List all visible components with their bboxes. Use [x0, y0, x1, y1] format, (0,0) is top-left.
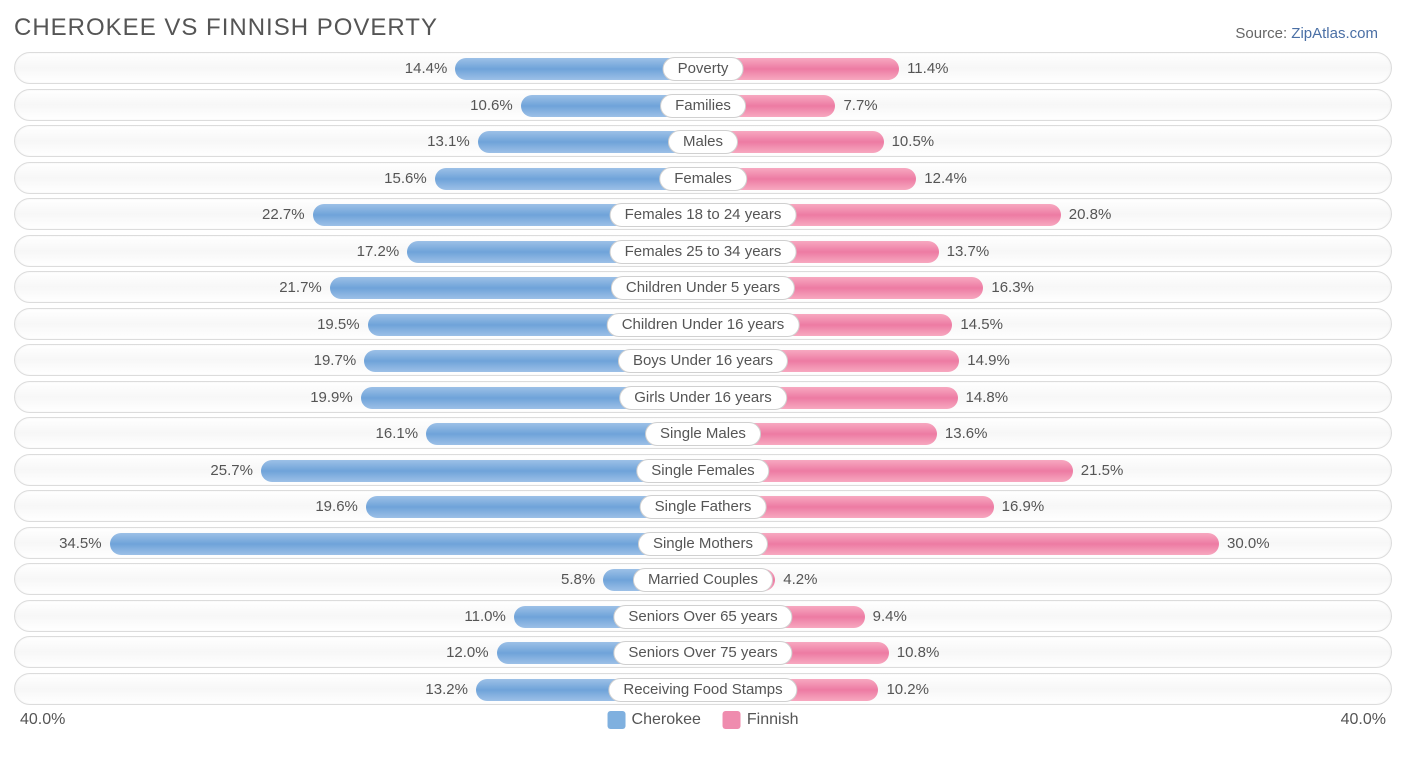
- bar-row: 12.0% 10.8% Seniors Over 75 years: [14, 636, 1392, 668]
- category-label: Married Couples: [633, 568, 773, 592]
- value-right: 7.7%: [843, 90, 877, 122]
- bar-row: 13.2% 10.2% Receiving Food Stamps: [14, 673, 1392, 705]
- bar-row: 11.0% 9.4% Seniors Over 65 years: [14, 600, 1392, 632]
- value-right: 14.8%: [966, 382, 1009, 414]
- source-attribution: Source: ZipAtlas.com: [1235, 25, 1378, 42]
- axis-left-max: 40.0%: [20, 711, 65, 729]
- bar-row: 14.4% 11.4% Poverty: [14, 52, 1392, 84]
- bar-row: 25.7% 21.5% Single Females: [14, 454, 1392, 486]
- value-right: 10.8%: [897, 637, 940, 669]
- bar-row: 19.6% 16.9% Single Fathers: [14, 490, 1392, 522]
- bar-left: [110, 533, 703, 555]
- category-label: Females 25 to 34 years: [610, 240, 797, 264]
- category-label: Single Fathers: [640, 495, 767, 519]
- bar-right: [703, 533, 1219, 555]
- value-right: 9.4%: [873, 601, 907, 633]
- bar-row: 17.2% 13.7% Females 25 to 34 years: [14, 235, 1392, 267]
- bar-row: 34.5% 30.0% Single Mothers: [14, 527, 1392, 559]
- value-left: 14.4%: [405, 53, 448, 85]
- bar-row: 22.7% 20.8% Females 18 to 24 years: [14, 198, 1392, 230]
- legend: Cherokee Finnish: [608, 711, 799, 729]
- value-right: 14.9%: [967, 345, 1010, 377]
- value-right: 14.5%: [960, 309, 1003, 341]
- value-left: 12.0%: [446, 637, 489, 669]
- category-label: Children Under 16 years: [607, 313, 800, 337]
- bar-row: 19.5% 14.5% Children Under 16 years: [14, 308, 1392, 340]
- value-left: 13.1%: [427, 126, 470, 158]
- category-label: Single Males: [645, 422, 761, 446]
- value-right: 13.7%: [947, 236, 990, 268]
- bar-row: 16.1% 13.6% Single Males: [14, 417, 1392, 449]
- bar-row: 5.8% 4.2% Married Couples: [14, 563, 1392, 595]
- value-right: 10.5%: [892, 126, 935, 158]
- category-label: Children Under 5 years: [611, 276, 795, 300]
- category-label: Girls Under 16 years: [619, 386, 787, 410]
- value-right: 30.0%: [1227, 528, 1270, 560]
- value-left: 21.7%: [279, 272, 322, 304]
- value-right: 13.6%: [945, 418, 988, 450]
- chart-title: CHEROKEE VS FINNISH POVERTY: [14, 14, 438, 42]
- legend-swatch-right: [723, 711, 741, 729]
- category-label: Poverty: [663, 57, 744, 81]
- bar-row: 19.9% 14.8% Girls Under 16 years: [14, 381, 1392, 413]
- axis-right-max: 40.0%: [1341, 711, 1386, 729]
- legend-item-right: Finnish: [723, 711, 799, 729]
- bar-row: 19.7% 14.9% Boys Under 16 years: [14, 344, 1392, 376]
- value-left: 19.9%: [310, 382, 353, 414]
- legend-item-left: Cherokee: [608, 711, 701, 729]
- legend-swatch-left: [608, 711, 626, 729]
- value-left: 19.7%: [314, 345, 357, 377]
- value-right: 10.2%: [886, 674, 929, 706]
- value-left: 22.7%: [262, 199, 305, 231]
- value-right: 11.4%: [907, 53, 948, 85]
- source-link[interactable]: ZipAtlas.com: [1291, 25, 1378, 42]
- chart-footer: 40.0% Cherokee Finnish 40.0%: [0, 709, 1406, 729]
- bar-row: 15.6% 12.4% Females: [14, 162, 1392, 194]
- value-right: 20.8%: [1069, 199, 1112, 231]
- value-left: 19.6%: [315, 491, 358, 523]
- value-right: 21.5%: [1081, 455, 1124, 487]
- value-right: 16.3%: [991, 272, 1034, 304]
- category-label: Single Females: [636, 459, 769, 483]
- category-label: Males: [668, 130, 738, 154]
- value-left: 25.7%: [210, 455, 253, 487]
- value-left: 34.5%: [59, 528, 102, 560]
- source-prefix: Source:: [1235, 25, 1291, 42]
- value-left: 16.1%: [376, 418, 419, 450]
- value-left: 10.6%: [470, 90, 513, 122]
- diverging-bar-chart: 14.4%11.4%Poverty10.6%7.7%Families13.1%1…: [0, 52, 1406, 705]
- legend-label-right: Finnish: [747, 711, 799, 729]
- bar-row: 21.7% 16.3% Children Under 5 years: [14, 271, 1392, 303]
- category-label: Seniors Over 75 years: [613, 641, 792, 665]
- category-label: Single Mothers: [638, 532, 768, 556]
- category-label: Families: [660, 94, 746, 118]
- bar-row: 10.6% 7.7% Families: [14, 89, 1392, 121]
- value-left: 5.8%: [561, 564, 595, 596]
- chart-header: CHEROKEE VS FINNISH POVERTY Source: ZipA…: [0, 0, 1406, 52]
- category-label: Seniors Over 65 years: [613, 605, 792, 629]
- category-label: Boys Under 16 years: [618, 349, 788, 373]
- category-label: Females: [659, 167, 747, 191]
- value-left: 15.6%: [384, 163, 427, 195]
- category-label: Females 18 to 24 years: [610, 203, 797, 227]
- value-left: 19.5%: [317, 309, 360, 341]
- value-left: 13.2%: [425, 674, 468, 706]
- value-right: 12.4%: [924, 163, 967, 195]
- value-left: 17.2%: [357, 236, 400, 268]
- legend-label-left: Cherokee: [632, 711, 701, 729]
- category-label: Receiving Food Stamps: [608, 678, 797, 702]
- value-right: 16.9%: [1002, 491, 1045, 523]
- bar-row: 13.1% 10.5% Males: [14, 125, 1392, 157]
- value-right: 4.2%: [783, 564, 817, 596]
- value-left: 11.0%: [464, 601, 505, 633]
